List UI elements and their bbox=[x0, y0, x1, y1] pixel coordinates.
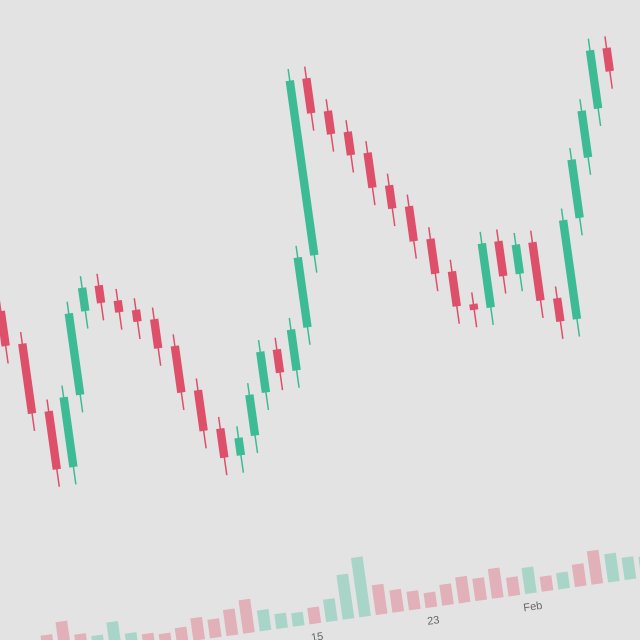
volume-bar bbox=[174, 626, 189, 640]
volume-bar bbox=[207, 618, 222, 639]
candle-body bbox=[44, 410, 61, 470]
candle-body bbox=[234, 437, 246, 456]
volume-bar bbox=[556, 571, 570, 590]
volume-bar bbox=[124, 632, 139, 640]
candle-body bbox=[567, 159, 584, 219]
volume-bar bbox=[222, 608, 239, 637]
candle-body bbox=[494, 240, 508, 277]
candle-body bbox=[0, 310, 10, 347]
volume-bar bbox=[106, 621, 123, 640]
volume-bar bbox=[350, 556, 371, 618]
volume-bar bbox=[389, 588, 405, 613]
candle-body bbox=[170, 345, 186, 394]
candle-body bbox=[477, 242, 495, 309]
volume-bar bbox=[439, 583, 454, 606]
plot-area: 81523Feb17 bbox=[0, 36, 640, 640]
candle-body bbox=[150, 318, 163, 349]
candle-body bbox=[384, 184, 397, 210]
volume-bar bbox=[521, 566, 537, 595]
volume-bar bbox=[322, 598, 338, 623]
candle-body bbox=[64, 312, 85, 396]
volume-bar bbox=[487, 567, 504, 599]
candle-body bbox=[511, 244, 525, 275]
volume-bar bbox=[55, 620, 73, 640]
candle-body bbox=[602, 47, 614, 72]
candle-body bbox=[577, 110, 593, 158]
candle-body bbox=[286, 329, 301, 371]
volume-bar bbox=[539, 575, 554, 592]
candle-body bbox=[59, 396, 78, 468]
candle-body bbox=[285, 80, 319, 256]
candle-body bbox=[552, 297, 565, 323]
candle-body bbox=[18, 343, 37, 415]
volume-bar bbox=[238, 598, 255, 634]
candle-body bbox=[193, 389, 208, 432]
volume-bar bbox=[307, 606, 322, 625]
volume-bar bbox=[406, 590, 421, 611]
volume-bar bbox=[586, 549, 604, 585]
volume-bar bbox=[604, 552, 620, 583]
volume-bar bbox=[158, 632, 172, 640]
candle-body bbox=[558, 219, 582, 320]
volume-bar bbox=[371, 583, 388, 616]
candle-body bbox=[343, 131, 356, 156]
volume-bar bbox=[274, 612, 288, 630]
volume-bar bbox=[141, 632, 156, 640]
candle-body bbox=[585, 49, 603, 110]
volume-bar bbox=[423, 591, 438, 609]
volume-bar bbox=[190, 616, 206, 640]
x-tick-label: Feb bbox=[523, 600, 543, 615]
x-tick-label: 15 bbox=[310, 631, 324, 640]
candle-body bbox=[272, 348, 285, 374]
candle-body bbox=[469, 303, 479, 311]
volume-bar bbox=[571, 563, 587, 588]
candle-body bbox=[245, 394, 260, 437]
volume-bar bbox=[291, 611, 305, 627]
candle-body bbox=[131, 309, 142, 323]
candle-body bbox=[363, 152, 377, 189]
candle-body bbox=[77, 287, 90, 312]
candle-body bbox=[323, 110, 336, 135]
volume-bar bbox=[455, 575, 471, 604]
candle-body bbox=[528, 241, 545, 302]
candle-body bbox=[216, 427, 229, 459]
candle-body bbox=[293, 256, 312, 328]
volume-bar bbox=[74, 633, 89, 640]
candle-body bbox=[256, 351, 271, 394]
volume-bar bbox=[621, 556, 637, 581]
volume-bar bbox=[256, 608, 272, 632]
x-tick-label: 23 bbox=[426, 614, 440, 628]
candle-body bbox=[447, 270, 461, 307]
volume-bar bbox=[472, 577, 488, 602]
candle-body bbox=[113, 300, 124, 313]
volume-bar bbox=[505, 576, 521, 597]
candle-body bbox=[302, 77, 316, 114]
candle-body bbox=[426, 238, 440, 275]
candle-body bbox=[404, 205, 418, 242]
volume-bar bbox=[336, 573, 355, 620]
candle-body bbox=[94, 284, 106, 304]
